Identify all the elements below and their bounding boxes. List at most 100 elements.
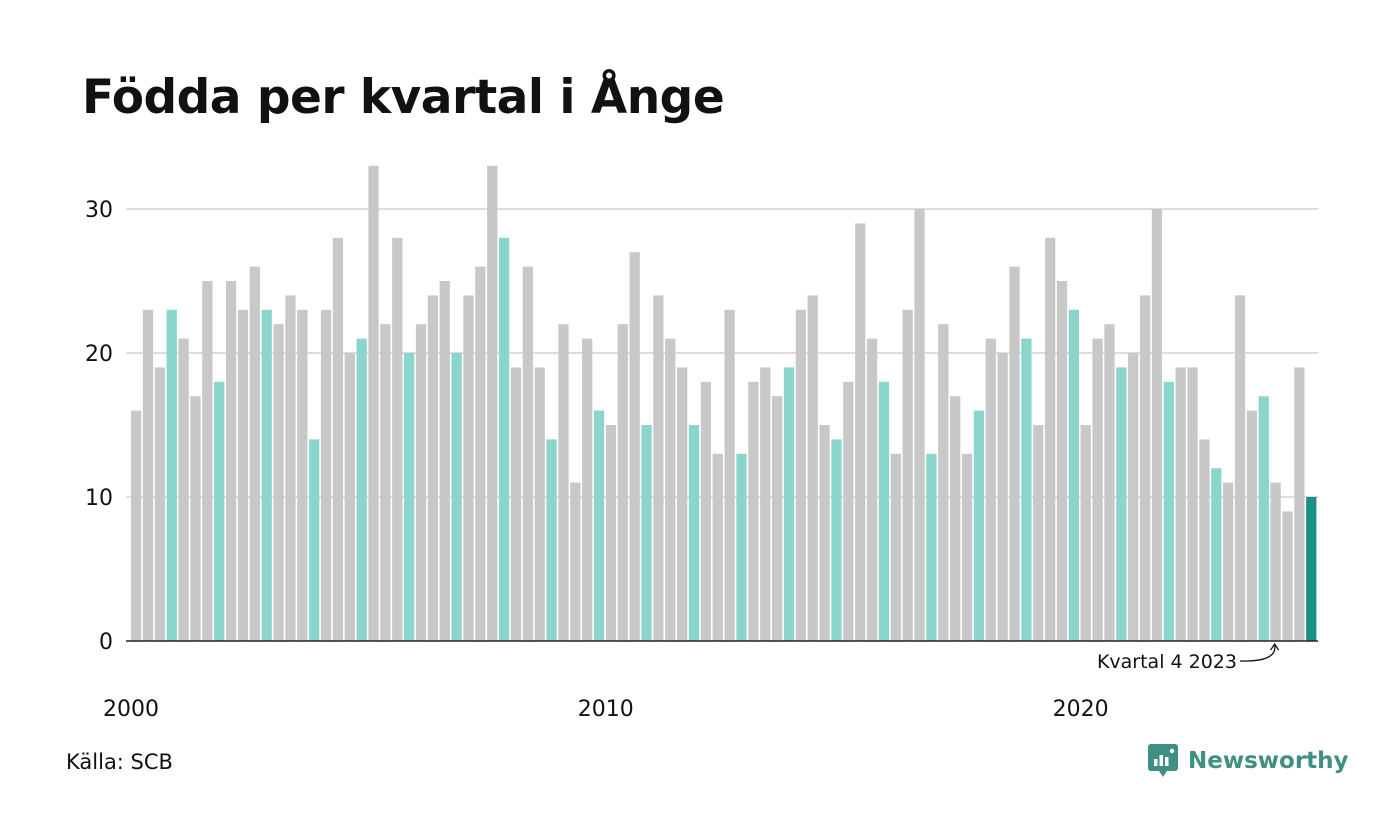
annotation-arrowhead [1270, 642, 1280, 651]
bar [285, 295, 296, 641]
bar [760, 367, 771, 641]
bar [142, 309, 154, 641]
bar [427, 295, 439, 641]
bar [404, 353, 415, 641]
brand-name: Newsworthy [1188, 748, 1349, 774]
bar [415, 324, 427, 641]
bar [617, 324, 628, 641]
x-tick-label: 2020 [1053, 697, 1109, 722]
newsworthy-logo-icon [1148, 744, 1178, 777]
x-axis-ticks: 2000 2010 2020 [103, 697, 1109, 722]
source-note: Källa: SCB [66, 750, 173, 774]
bars [131, 165, 1317, 642]
annotation-label: Kvartal 4 2023 [1097, 651, 1237, 673]
y-tick-label: 30 [85, 198, 113, 223]
bar [736, 453, 747, 641]
bar [522, 266, 533, 641]
bar [677, 367, 688, 641]
bar [938, 324, 949, 641]
bar [712, 453, 723, 641]
bar [309, 439, 320, 641]
bar [819, 425, 830, 641]
bar [344, 353, 355, 641]
bar [997, 353, 1008, 641]
bar [795, 309, 806, 641]
bar [593, 410, 605, 641]
bar [700, 381, 712, 641]
bar [1258, 396, 1269, 641]
bar [926, 453, 937, 641]
bar [878, 381, 890, 641]
bar [665, 338, 676, 641]
bar [783, 367, 795, 641]
bar [439, 281, 450, 641]
bar [771, 396, 783, 641]
bar [653, 295, 664, 641]
bar [356, 338, 367, 641]
bar [1175, 367, 1186, 641]
bar [914, 209, 925, 641]
bar [1139, 295, 1151, 641]
bar [1092, 338, 1103, 641]
bar [1068, 309, 1079, 641]
bar [1246, 410, 1258, 641]
chart-title: Födda per kvartal i Ånge [82, 70, 725, 125]
bar [487, 165, 498, 642]
bar [225, 281, 237, 641]
bar [961, 453, 973, 641]
bar [368, 165, 379, 642]
bar [724, 309, 735, 641]
bar [641, 425, 652, 641]
bar [498, 237, 510, 642]
bar [1199, 439, 1210, 641]
bar [582, 338, 593, 641]
bar [131, 410, 142, 641]
bar [392, 237, 403, 642]
bar [1116, 367, 1127, 641]
bar [202, 281, 213, 641]
bar [1009, 266, 1020, 641]
bar [320, 309, 332, 641]
bar [1033, 425, 1044, 641]
bar [688, 425, 700, 641]
bar [1234, 295, 1246, 641]
bar [380, 324, 391, 641]
bar [261, 309, 272, 641]
bar [154, 367, 166, 641]
x-tick-label: 2010 [578, 697, 634, 722]
bar [1151, 209, 1163, 641]
bar [166, 309, 177, 641]
annotation-arrow [1239, 644, 1276, 662]
bar [831, 439, 842, 641]
bar [1104, 324, 1115, 641]
bar [902, 309, 913, 641]
bar [1128, 353, 1139, 641]
bar [463, 295, 474, 641]
bar [546, 439, 557, 641]
bar [807, 295, 818, 641]
bar [273, 324, 284, 641]
bar [297, 309, 308, 641]
bar [190, 396, 201, 641]
bar [451, 353, 462, 641]
bar [1163, 381, 1174, 641]
bar [1294, 367, 1305, 641]
bar [1044, 237, 1056, 642]
bar [1080, 425, 1091, 641]
bar [1187, 367, 1198, 641]
bar [1306, 497, 1317, 641]
bar [629, 252, 640, 641]
bar [855, 223, 866, 641]
bar [605, 425, 617, 641]
bar [558, 324, 569, 641]
x-tick-label: 2000 [103, 697, 159, 722]
bar [475, 266, 486, 641]
bar [1270, 482, 1281, 641]
bar [534, 367, 545, 641]
bar [748, 381, 759, 641]
y-tick-label: 20 [85, 342, 113, 367]
y-tick-label: 0 [99, 630, 113, 655]
bar [985, 338, 996, 641]
bar [1056, 281, 1068, 641]
bar [332, 237, 344, 642]
